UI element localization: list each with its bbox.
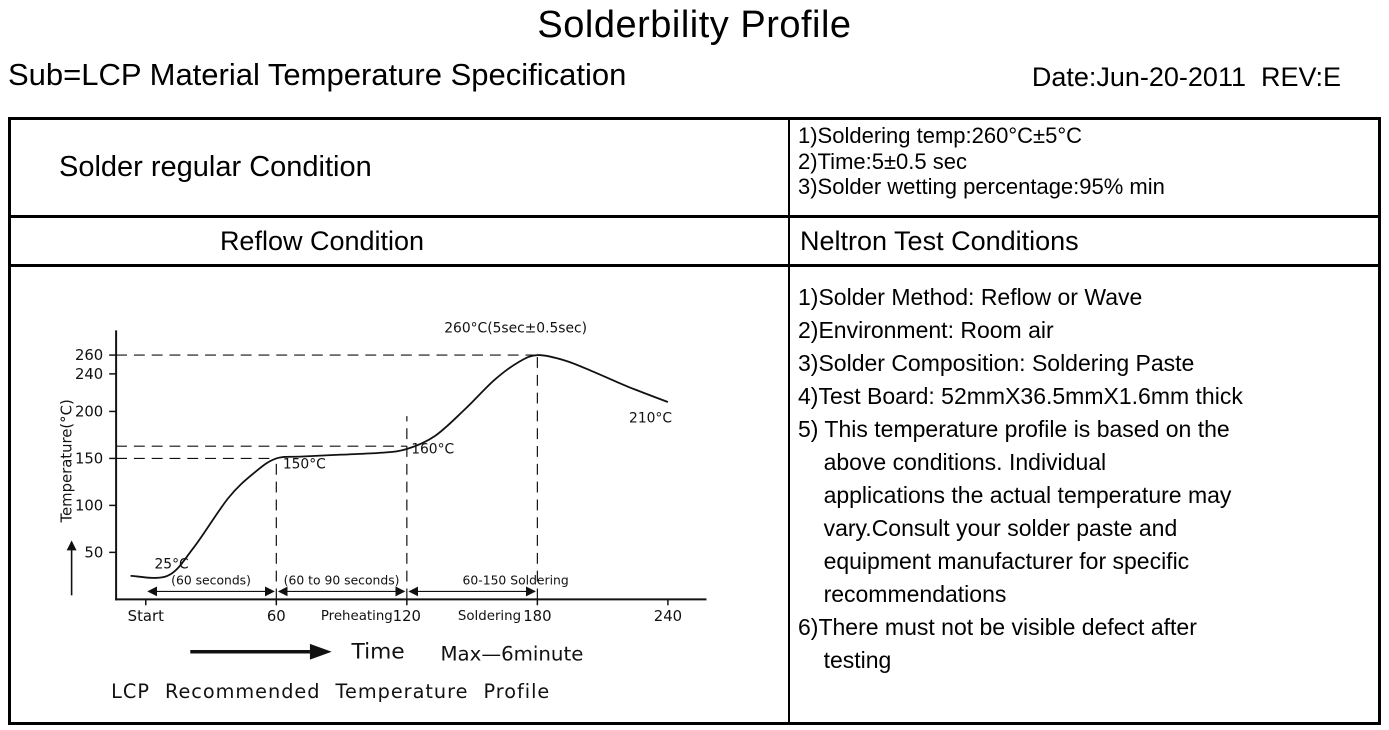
solder-condition-line: 1)Soldering temp:260°C±5°C (798, 123, 1083, 148)
solder-regular-row: Solder regular Condition 1)Soldering tem… (11, 120, 1378, 218)
annotation: 160°C (411, 442, 454, 458)
section-header-row: Reflow Condition Neltron Test Conditions (11, 218, 1378, 267)
test-condition-item: 4)Test Board: 52mmX36.5mmX1.6mm thick (798, 383, 1243, 409)
annotation: 150°C (283, 457, 326, 473)
time-max-note: Max—6minute (440, 643, 583, 666)
date-revision: Date:Jun-20-2011 REV:E (1031, 62, 1341, 92)
y-axis-label: Temperature(°C) (59, 399, 76, 523)
y-tick-label: 260 (75, 347, 103, 364)
test-condition-item: 3)Solder Composition: Soldering Paste (798, 350, 1195, 376)
annotation: 260°C(5sec±0.5sec) (444, 321, 587, 337)
test-condition-item: 5) This temperature profile is based on … (798, 416, 1232, 607)
annotation: 210°C (629, 411, 672, 427)
y-tick-label: 240 (75, 366, 103, 383)
datasheet-page: Solderbility Profile Sub=LCP Material Te… (0, 4, 1389, 730)
x-zone-label: Soldering (458, 609, 521, 624)
neltron-test-conditions-header: Neltron Test Conditions (800, 225, 1079, 256)
solder-condition-line: 2)Time:5±0.5 sec (798, 148, 967, 174)
chart-title: LCP Recommended Temperature Profile (111, 680, 550, 703)
x-tick-label: 180 (523, 608, 551, 625)
span-arrow-label: (60 seconds) (171, 574, 251, 588)
time-arrow-head (309, 643, 332, 660)
x-tick-label: Start (128, 608, 164, 625)
y-tick-label: 50 (84, 544, 103, 561)
temperature-curve (130, 354, 669, 579)
y-tick-label: 100 (75, 497, 103, 514)
span-arrow-label: (60 to 90 seconds) (284, 574, 400, 588)
x-axis-label: Time (350, 640, 404, 665)
solder-regular-condition-label: Solder regular Condition (59, 151, 372, 183)
y-tick-label: 200 (75, 403, 103, 420)
subtitle-row: Sub=LCP Material Temperature Specificati… (0, 47, 1389, 97)
page-title: Solderbility Profile (537, 4, 852, 46)
material-spec-heading: Sub=LCP Material Temperature Specificati… (8, 57, 627, 92)
test-condition-item: 6)There must not be visible defect after… (798, 614, 1197, 673)
test-condition-item: 1)Solder Method: Reflow or Wave (798, 284, 1143, 310)
x-tick-label: 60 (267, 608, 286, 625)
solder-regular-condition-cell: Solder regular Condition (11, 120, 790, 215)
span-arrow-label: 60-150 Soldering (463, 574, 569, 588)
solder-regular-values-cell: 1)Soldering temp:260°C±5°C 2)Time:5±0.5 s… (790, 120, 1378, 215)
detail-row: 50 100 150 200 240 260 Start 60 120 180 240 Preheat… (11, 267, 1378, 722)
reflow-condition-header: Reflow Condition (11, 218, 790, 264)
y-tick-label: 150 (75, 450, 103, 467)
spec-table: Solder regular Condition 1)Soldering tem… (8, 117, 1381, 725)
x-tick-label: 120 (393, 608, 421, 625)
test-conditions-cell: 1)Solder Method: Reflow or Wave 2)Environ… (790, 267, 1378, 722)
annotation: 25°C (154, 556, 188, 572)
solder-condition-line: 3)Solder wetting percentage:95% min (798, 174, 1165, 199)
x-tick-label: 240 (654, 608, 682, 625)
temperature-profile-chart: 50 100 150 200 240 260 Start 60 120 180 240 Preheat… (59, 321, 707, 703)
x-zone-label: Preheating (321, 609, 393, 624)
test-condition-item: 2)Environment: Room air (798, 317, 1054, 343)
reflow-profile-chart-cell: 50 100 150 200 240 260 Start 60 120 180 240 Preheat… (11, 267, 790, 722)
